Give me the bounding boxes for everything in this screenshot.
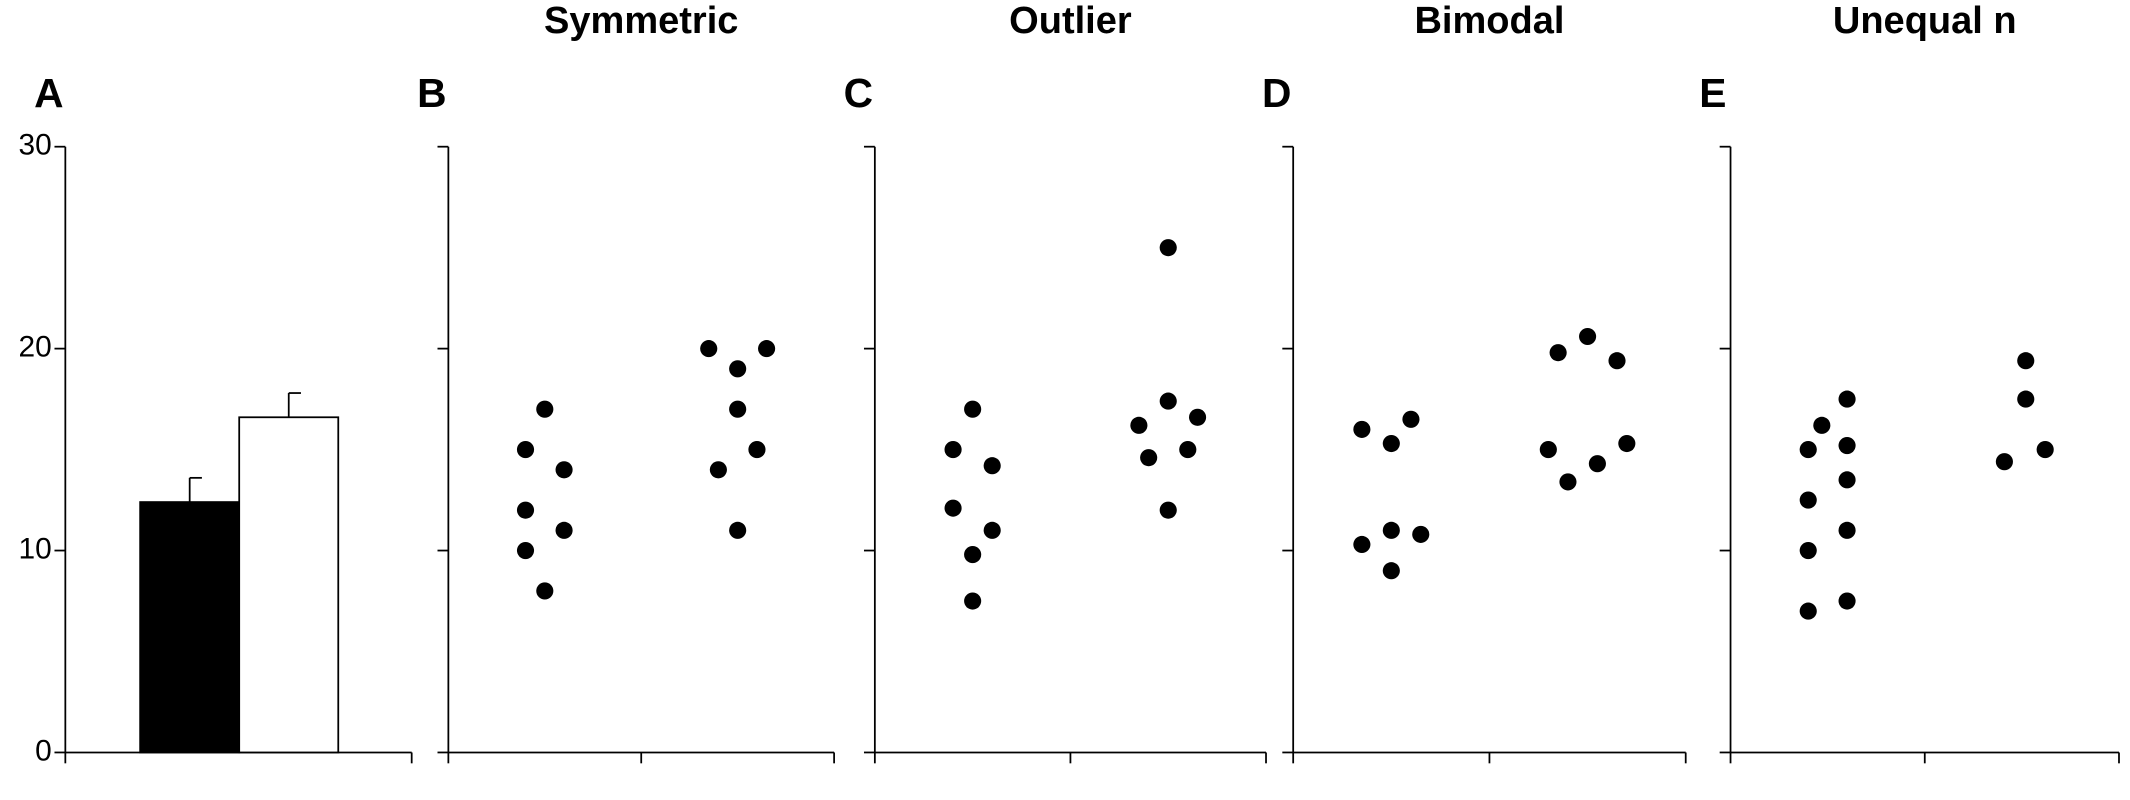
point [1588,455,1606,473]
point [536,582,554,600]
point [1608,352,1626,370]
panel-label: E [1699,70,1726,116]
point [516,441,535,459]
point [1838,390,1856,408]
point [2017,390,2035,408]
point [1995,453,2013,471]
point [1559,473,1577,491]
point [1159,392,1177,410]
point [944,499,962,517]
point [2036,441,2054,459]
point [1799,441,1817,459]
point [1412,525,1430,543]
bar [238,416,340,754]
panel-label: A [34,70,63,116]
point [944,441,962,459]
point [964,546,982,564]
point [555,461,573,479]
point [516,501,535,519]
point [983,457,1001,475]
point [1799,541,1817,560]
point [700,340,718,358]
point [1618,434,1636,453]
point [1159,501,1177,519]
panel-title: Symmetric [544,0,738,42]
point [1539,441,1557,459]
point [1353,420,1371,438]
point [1179,441,1197,459]
point [1838,521,1856,539]
point [1838,592,1856,610]
point [1838,436,1856,455]
point [516,541,535,560]
point [1382,562,1400,580]
point [709,461,727,479]
point [1799,491,1817,509]
point [983,521,1001,539]
point [729,360,747,378]
point [748,441,766,459]
point [1353,535,1371,554]
bar [139,501,241,754]
point [1838,471,1856,489]
point [1813,416,1831,434]
y-tick-label: 20 [19,331,52,364]
y-tick-label: 10 [19,532,52,565]
point [1382,521,1400,539]
panel-title: Unequal n [1833,0,2017,42]
point [1549,344,1567,362]
point [1140,449,1158,467]
point [555,521,573,539]
panel-title: Outlier [1009,0,1132,42]
panel-label: C [844,70,873,116]
point [1402,410,1420,428]
panel-title: Bimodal [1414,0,1564,42]
point [729,400,747,418]
point [729,521,747,539]
panel-label: D [1262,70,1291,116]
point [1189,408,1207,426]
point [1130,416,1148,434]
point [964,400,982,418]
point [1799,602,1817,620]
y-tick-label: 0 [35,734,52,767]
point [1382,434,1400,453]
point [1159,239,1177,257]
panel-label: B [417,70,446,116]
point [964,592,982,610]
point [2017,352,2035,370]
point [1579,327,1597,346]
point [536,400,554,418]
y-tick-label: 30 [19,129,52,162]
point [758,340,776,358]
